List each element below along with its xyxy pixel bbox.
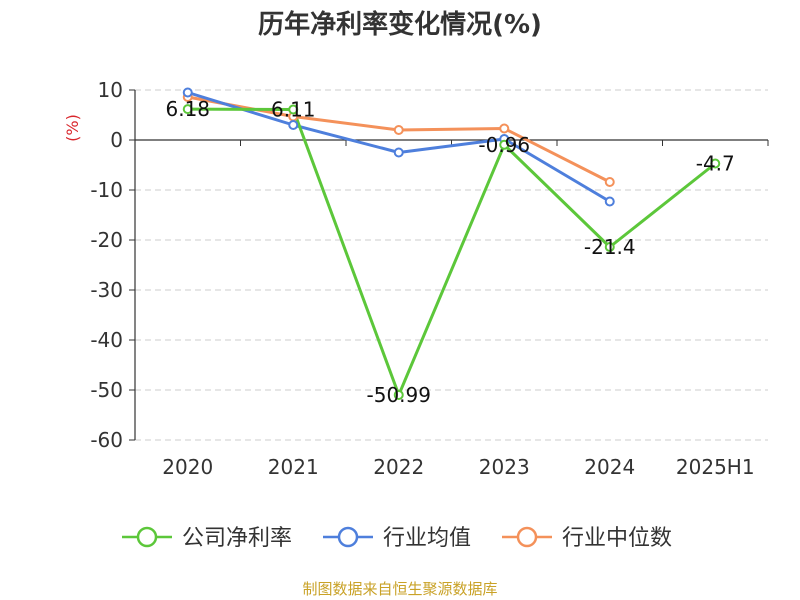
- y-tick-label: -20: [90, 228, 123, 252]
- data-label: -0.96: [478, 133, 530, 157]
- y-tick-label: 10: [98, 78, 123, 102]
- legend-marker: [516, 526, 538, 548]
- data-point[interactable]: [393, 147, 404, 158]
- y-tick-label: -10: [90, 178, 123, 202]
- data-point[interactable]: [604, 196, 615, 207]
- y-tick-label: -50: [90, 378, 123, 402]
- data-point[interactable]: [182, 87, 193, 98]
- chart-title: 历年净利率变化情况(%): [258, 10, 542, 40]
- axes: [129, 89, 769, 441]
- data-point[interactable]: [710, 158, 721, 169]
- y-tick-label: -60: [90, 428, 123, 452]
- source-note: 制图数据来自恒生聚源数据库: [302, 580, 498, 598]
- legend-marker: [337, 526, 359, 548]
- data-label: -21.4: [584, 235, 636, 259]
- data-label: -50.99: [367, 383, 431, 407]
- y-tick-label: -30: [90, 278, 123, 302]
- data-point[interactable]: [604, 242, 615, 252]
- x-tick-label: 2025H1: [676, 455, 755, 479]
- legend-label[interactable]: 行业中位数: [562, 526, 672, 551]
- data-label: 6.18: [165, 97, 210, 121]
- series-points: [182, 87, 721, 400]
- x-tick-label: 2022: [373, 455, 424, 479]
- data-label: -4.7: [696, 152, 735, 176]
- data-point[interactable]: [499, 123, 510, 134]
- data-point[interactable]: [288, 120, 299, 130]
- data-labels: 6.18 6.11 -50.99 -0.96 -21.4 -4.7: [165, 97, 734, 407]
- y-tick-labels: 10 0 -10 -20 -30 -40 -50 -60: [90, 78, 123, 452]
- data-point[interactable]: [393, 125, 404, 135]
- legend[interactable]: 公司净利率 行业均值 行业中位数: [122, 526, 672, 551]
- y-tick-label: -40: [90, 328, 123, 352]
- series-line: [187, 107, 717, 397]
- legend-label[interactable]: 公司净利率: [182, 526, 292, 551]
- data-label: 6.11: [271, 97, 316, 121]
- y-axis-unit: (%): [63, 114, 82, 142]
- y-tick-label: 0: [110, 128, 123, 152]
- x-tick-label: 2021: [268, 455, 319, 479]
- x-tick-labels: 2020 2021 2022 2023 2024 2025H1: [162, 455, 754, 479]
- data-point[interactable]: [499, 139, 510, 150]
- x-tick-label: 2023: [479, 455, 530, 479]
- data-point[interactable]: [604, 177, 615, 187]
- data-point[interactable]: [393, 389, 404, 400]
- legend-label[interactable]: 行业均值: [383, 526, 471, 551]
- legend-marker: [136, 526, 158, 548]
- x-tick-label: 2020: [162, 455, 213, 479]
- series-lines: [187, 91, 717, 397]
- data-point[interactable]: [288, 104, 299, 115]
- x-tick-label: 2024: [584, 455, 635, 479]
- data-point[interactable]: [182, 104, 193, 115]
- grid-lines: [135, 89, 768, 441]
